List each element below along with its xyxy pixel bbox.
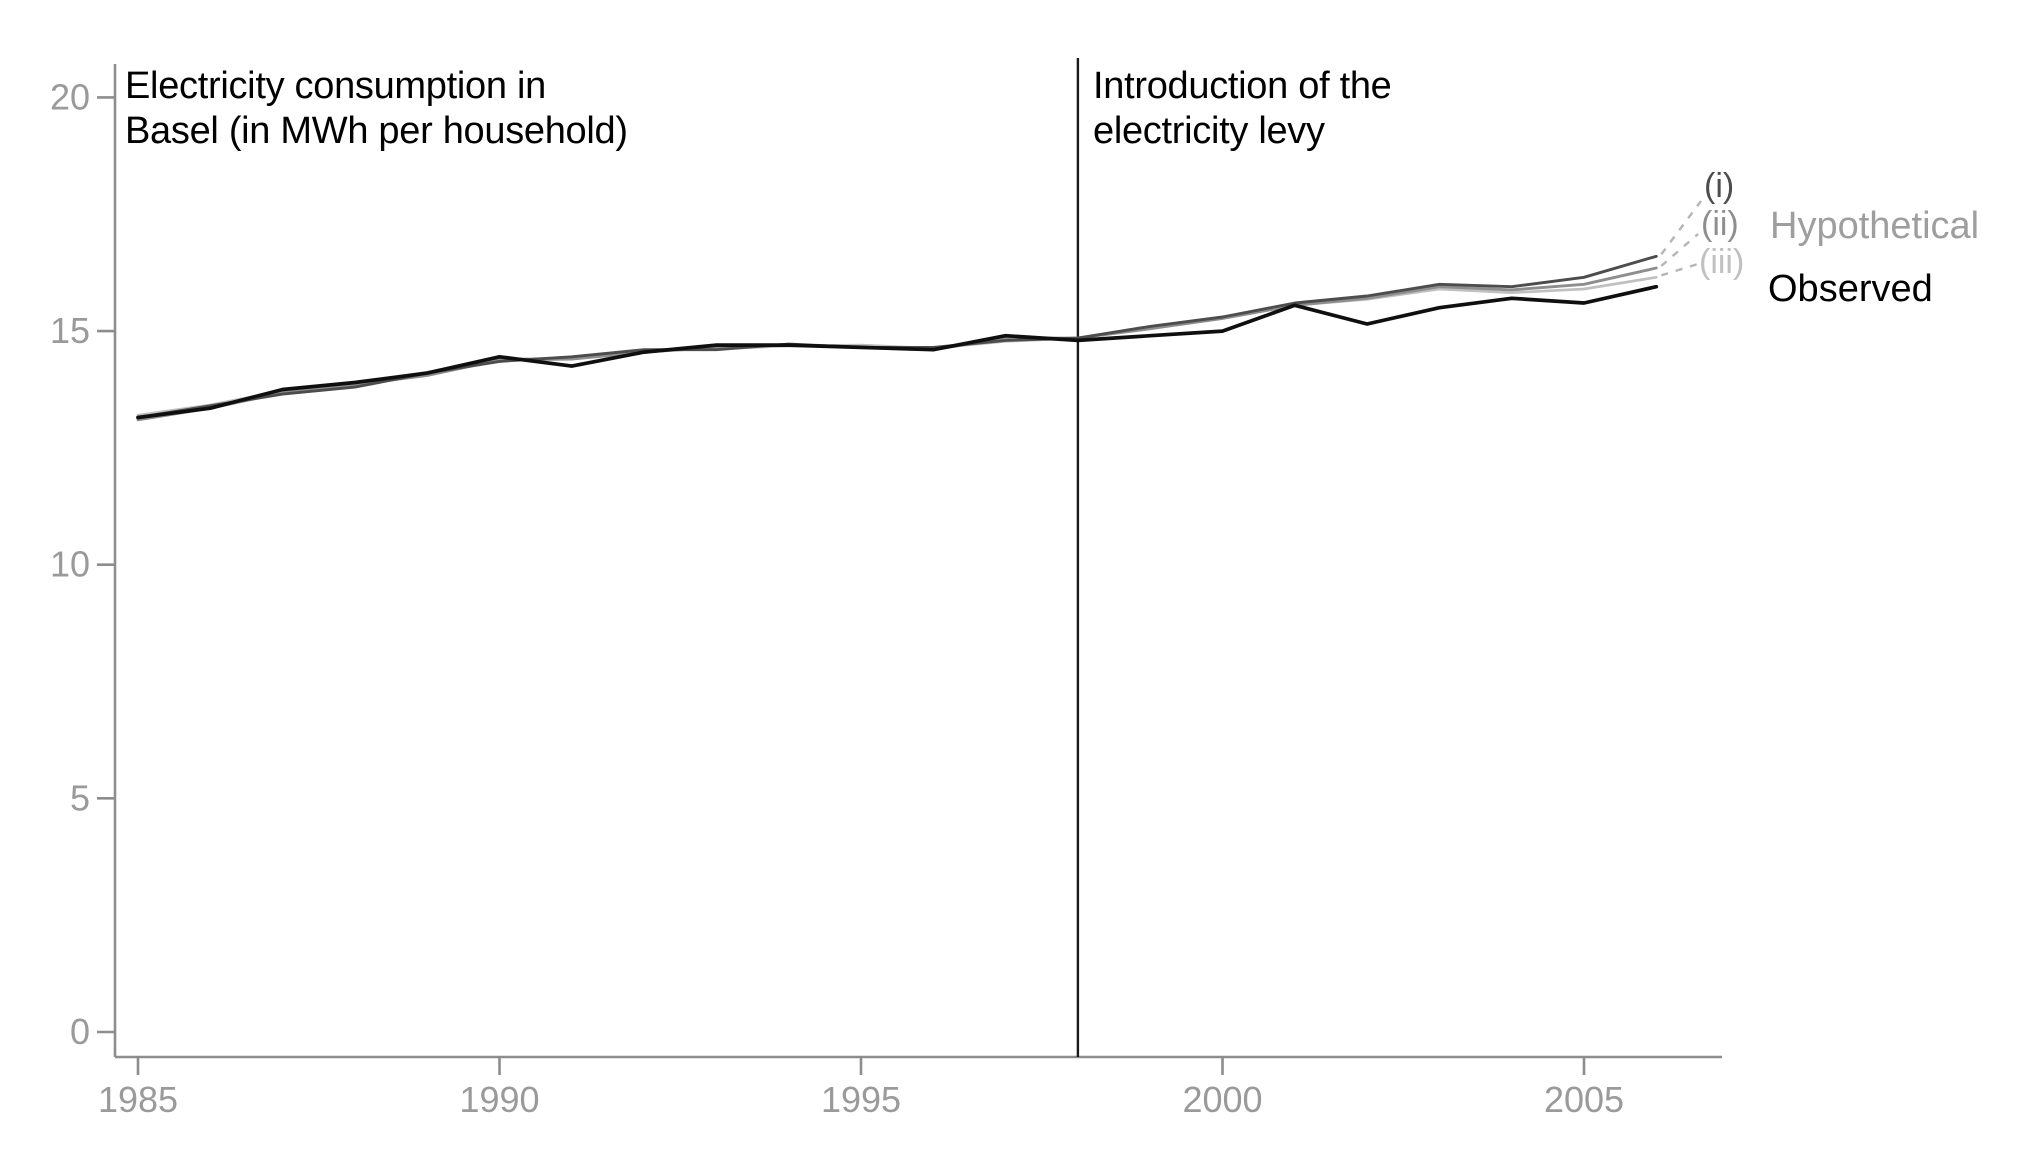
levy-annotation-line2: electricity levy (1093, 110, 1325, 152)
levy-annotation-line1: Introduction of the (1093, 65, 1392, 107)
legend-label-ii: (ii) (1701, 205, 1739, 243)
y-tick-label: 15 (50, 310, 90, 351)
x-tick-label: 1995 (821, 1079, 901, 1120)
levy-annotation: Introduction of the electricity levy (1093, 64, 1392, 154)
x-tick-label: 1985 (98, 1079, 178, 1120)
leader-line-iii (1660, 262, 1699, 277)
x-tick-label: 1990 (459, 1079, 539, 1120)
legend-hypothetical: Hypothetical (1770, 205, 1980, 247)
chart-title-line2: Basel (in MWh per household) (125, 110, 628, 152)
series-line-observed (136, 284, 1659, 420)
x-tick-label: 2005 (1544, 1079, 1624, 1120)
y-tick-label: 5 (70, 777, 90, 818)
legend-label-iii: (iii) (1699, 243, 1745, 281)
legend-label-i: (i) (1704, 167, 1735, 205)
y-tick-label: 10 (50, 544, 90, 585)
y-tick-label: 20 (50, 76, 90, 117)
chart-title: Electricity consumption in Basel (in MWh… (125, 64, 628, 154)
leader-line-ii (1660, 233, 1699, 267)
y-tick-label: 0 (70, 1011, 90, 1052)
series-line-hypothetical-i (136, 254, 1658, 419)
legend-observed: Observed (1768, 268, 1933, 310)
x-tick-label: 2000 (1182, 1079, 1262, 1120)
chart-title-line1: Electricity consumption in (125, 65, 546, 107)
leader-line-i (1660, 200, 1702, 255)
